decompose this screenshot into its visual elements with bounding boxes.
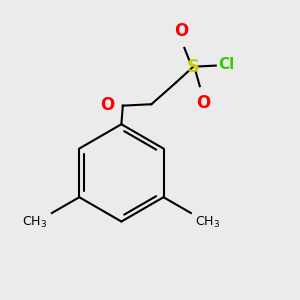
Text: O: O	[100, 96, 114, 114]
Text: S: S	[186, 58, 200, 76]
Text: Cl: Cl	[219, 57, 235, 72]
Text: CH$_3$: CH$_3$	[22, 214, 48, 230]
Text: O: O	[174, 22, 188, 40]
Text: CH$_3$: CH$_3$	[195, 214, 220, 230]
Text: O: O	[196, 94, 210, 112]
